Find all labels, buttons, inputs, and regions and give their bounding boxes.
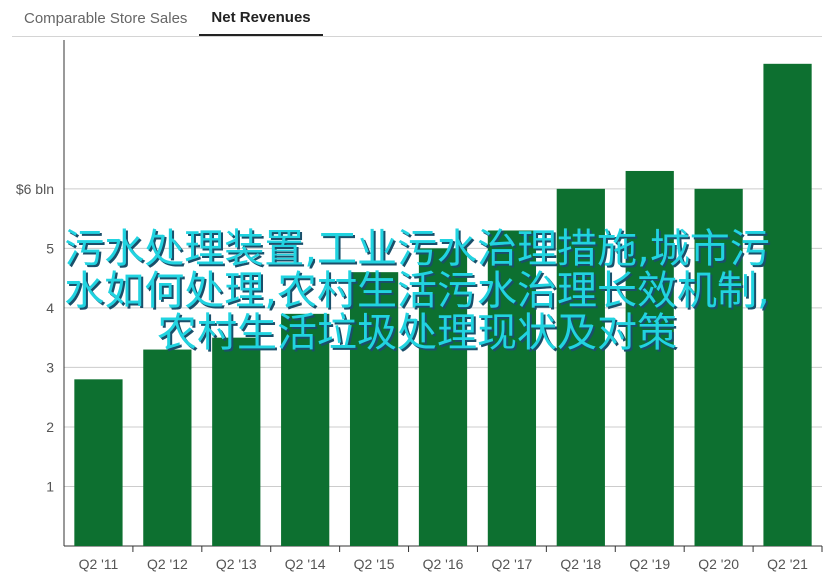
bar-10 [763,63,812,546]
bar-5 [418,248,468,546]
tab-bar: Comparable Store Sales Net Revenues [12,0,323,36]
tab-divider [12,36,822,37]
bar-8 [625,170,674,546]
x-tick-label-10: Q2 '21 [767,556,808,572]
x-tick-label-2: Q2 '13 [216,556,257,572]
x-tick-label-7: Q2 '18 [560,556,601,572]
bar-7 [556,188,605,546]
x-tick-label-0: Q2 '11 [79,556,119,572]
bar-0 [74,379,123,546]
y-tick-label-4: 5 [46,240,54,256]
x-tick-label-9: Q2 '20 [698,556,739,572]
x-tick-label-8: Q2 '19 [629,556,670,572]
x-tick-label-1: Q2 '12 [147,556,188,572]
y-tick-label-1: 2 [46,419,54,435]
bar-3 [281,313,330,546]
bar-6 [487,230,537,546]
y-tick-label-0: 1 [46,478,54,494]
y-tick-label-2: 3 [46,359,54,375]
bar-4 [349,272,399,546]
y-tick-label-3: 4 [46,300,54,316]
tab-net-revenues[interactable]: Net Revenues [199,0,323,36]
bar-9 [694,188,743,546]
bar-1 [143,349,192,546]
x-tick-label-3: Q2 '14 [285,556,326,572]
x-tick-label-5: Q2 '16 [423,556,464,572]
y-tick-label-5: $6 bln [16,181,54,197]
tab-comparable-store-sales[interactable]: Comparable Store Sales [24,9,188,27]
x-tick-label-4: Q2 '15 [354,556,395,572]
bar-2 [212,337,261,546]
x-tick-label-6: Q2 '17 [492,556,533,572]
